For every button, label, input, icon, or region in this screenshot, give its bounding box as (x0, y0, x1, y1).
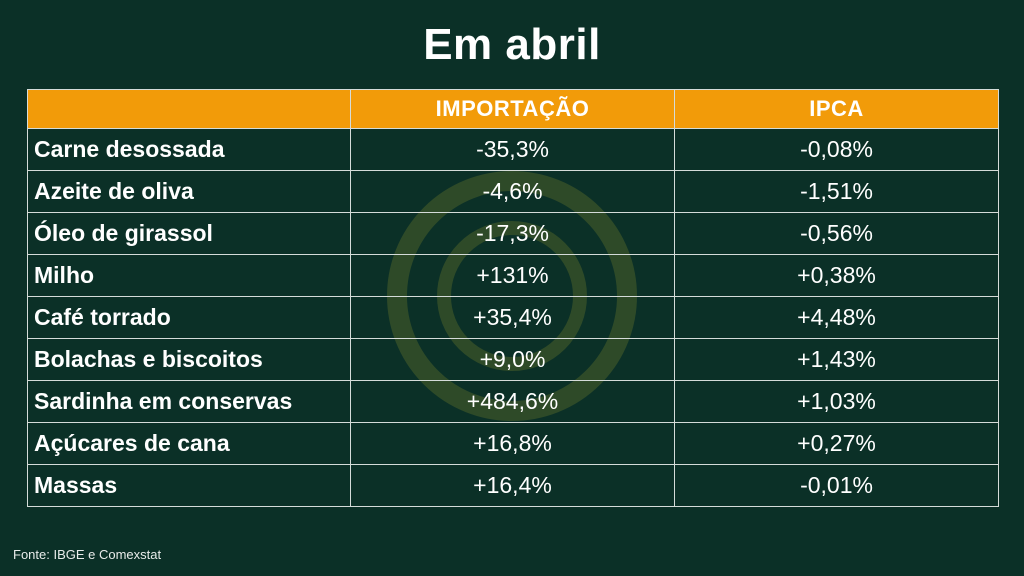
importacao-value: +16,8% (350, 422, 675, 465)
ipca-value: -0,08% (674, 128, 999, 171)
importacao-value: +131% (350, 254, 675, 297)
product-name: Carne desossada (27, 128, 351, 171)
page-title: Em abril (423, 20, 601, 69)
ipca-value: -1,51% (674, 170, 999, 213)
table-row: Milho +131% +0,38% (27, 254, 999, 297)
importacao-value: +35,4% (350, 296, 675, 339)
product-name: Sardinha em conservas (27, 380, 351, 423)
product-name: Milho (27, 254, 351, 297)
importacao-value: -4,6% (350, 170, 675, 213)
ipca-value: +0,38% (674, 254, 999, 297)
importacao-value: +16,4% (350, 464, 675, 507)
product-name: Azeite de oliva (27, 170, 351, 213)
importacao-value: +484,6% (350, 380, 675, 423)
ipca-value: +1,03% (674, 380, 999, 423)
data-table: IMPORTAÇÃO IPCA Carne desossada -35,3% -… (27, 89, 999, 507)
source-note: Fonte: IBGE e Comexstat (13, 547, 162, 562)
ipca-value: +4,48% (674, 296, 999, 339)
product-name: Massas (27, 464, 351, 507)
table-row: Carne desossada -35,3% -0,08% (27, 128, 999, 171)
table-row: Café torrado +35,4% +4,48% (27, 296, 999, 339)
product-name: Café torrado (27, 296, 351, 339)
table-row: Massas +16,4% -0,01% (27, 464, 999, 507)
product-name: Bolachas e biscoitos (27, 338, 351, 381)
column-header-product (27, 89, 351, 129)
table-row: Azeite de oliva -4,6% -1,51% (27, 170, 999, 213)
column-header-importacao: IMPORTAÇÃO (350, 89, 675, 129)
column-header-ipca: IPCA (674, 89, 999, 129)
product-name: Óleo de girassol (27, 212, 351, 255)
table-row: Açúcares de cana +16,8% +0,27% (27, 422, 999, 465)
ipca-value: -0,56% (674, 212, 999, 255)
table-row: Óleo de girassol -17,3% -0,56% (27, 212, 999, 255)
table-header-row: IMPORTAÇÃO IPCA (27, 89, 999, 129)
importacao-value: +9,0% (350, 338, 675, 381)
table-row: Sardinha em conservas +484,6% +1,03% (27, 380, 999, 423)
ipca-value: +0,27% (674, 422, 999, 465)
importacao-value: -35,3% (350, 128, 675, 171)
product-name: Açúcares de cana (27, 422, 351, 465)
table-row: Bolachas e biscoitos +9,0% +1,43% (27, 338, 999, 381)
importacao-value: -17,3% (350, 212, 675, 255)
ipca-value: +1,43% (674, 338, 999, 381)
ipca-value: -0,01% (674, 464, 999, 507)
